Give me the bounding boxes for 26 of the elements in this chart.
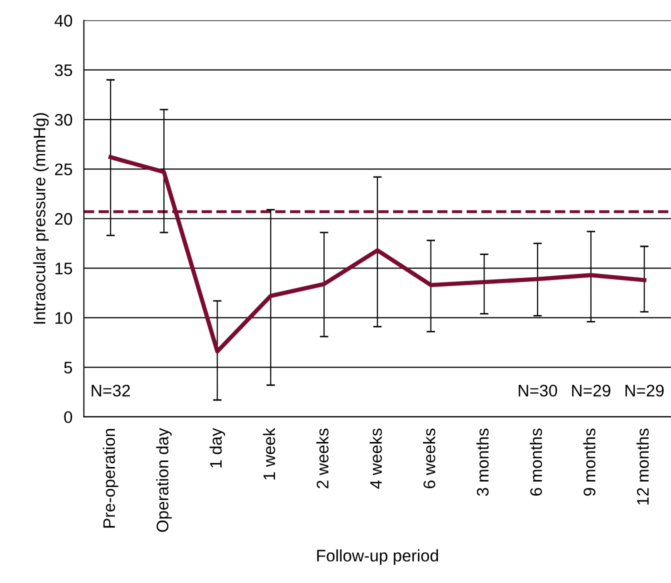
y-tick-label: 25 bbox=[55, 163, 72, 176]
x-tick-label: 4 weeks bbox=[370, 428, 382, 489]
y-tick-label: 35 bbox=[54, 64, 72, 76]
x-tick-label: Pre-operation bbox=[102, 429, 118, 528]
y-axis-title: Intraocular pressure (mmHg) bbox=[33, 113, 49, 324]
y-tick-label: 40 bbox=[54, 14, 72, 27]
y-tick-label: 15 bbox=[56, 262, 72, 274]
y-tick-label: 20 bbox=[55, 213, 72, 225]
y-tick-label: 0 bbox=[64, 411, 72, 424]
x-tick-label: 3 months bbox=[476, 428, 489, 496]
x-axis-title: Follow-up period bbox=[317, 549, 438, 565]
y-tick-label: 30 bbox=[54, 114, 72, 126]
annotation: N=32 bbox=[92, 384, 130, 397]
x-tick-label: 12 months bbox=[636, 428, 649, 505]
annotation: N=29 bbox=[626, 384, 664, 397]
y-tick-label: 5 bbox=[64, 362, 72, 374]
x-tick-label: 2 weeks bbox=[316, 428, 329, 488]
x-tick-label: 1 week bbox=[262, 428, 276, 480]
y-tick-label: 10 bbox=[56, 312, 72, 324]
x-tick-label: Operation day bbox=[156, 428, 172, 532]
x-tick-label: 1 day bbox=[210, 428, 226, 468]
x-tick-label: 6 months bbox=[530, 428, 542, 496]
annotation: N=30 bbox=[518, 384, 558, 397]
x-tick-label: 9 months bbox=[583, 428, 596, 496]
x-tick-label: 6 weeks bbox=[423, 428, 436, 488]
annotation: N=29 bbox=[572, 384, 610, 397]
